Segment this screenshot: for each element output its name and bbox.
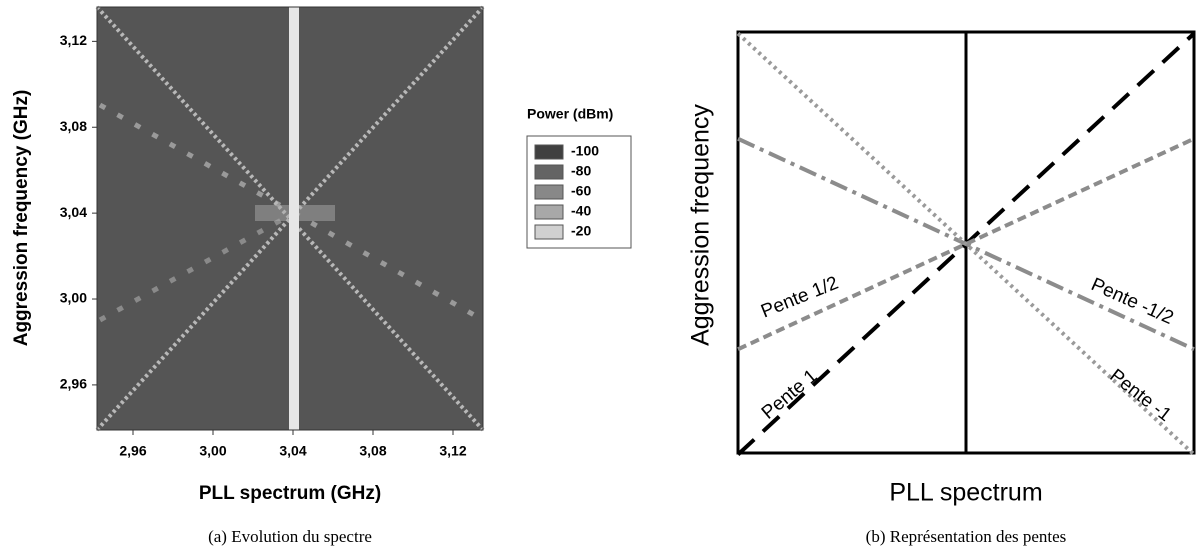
plot-frame	[96, 6, 484, 431]
slope-label: Pente 1	[758, 366, 822, 424]
y-tick-label: 3,12	[60, 32, 87, 48]
x-tick-label: 3,12	[439, 443, 466, 459]
y-axis-label: Aggression frequency (GHz)	[11, 90, 32, 347]
y-tick-label: 3,04	[60, 204, 87, 220]
slope-label: Pente -1	[1106, 365, 1176, 426]
legend-label: -80	[571, 163, 591, 179]
carrier	[289, 7, 299, 430]
y-axis-label: Aggression frequency	[687, 104, 715, 346]
caption: (b) Représentation des pentes	[866, 527, 1067, 546]
x-tick-label: 3,08	[359, 443, 386, 459]
legend-label: -100	[571, 143, 599, 159]
caption: (a) Evolution du spectre	[208, 527, 372, 546]
slope-line	[736, 32, 1196, 456]
legend-swatch	[534, 204, 564, 220]
spur	[98, 102, 296, 216]
legend-swatch	[534, 144, 564, 160]
x-axis-label: PLL spectrum (GHz)	[199, 483, 381, 504]
y-tick-label: 2,96	[60, 376, 87, 392]
spectrum-image	[95, 5, 485, 432]
spur	[98, 210, 296, 323]
x-tick-label: 3,04	[279, 443, 306, 459]
y-tick-label: 3,08	[60, 118, 87, 134]
spur	[292, 210, 485, 323]
legend-label: -20	[571, 223, 591, 239]
legend-label: -40	[571, 203, 591, 219]
x-tick-label: 3,00	[199, 443, 226, 459]
x-axis-label: PLL spectrum	[889, 479, 1042, 507]
y-tick-label: 3,00	[60, 290, 87, 306]
legend-swatch	[534, 224, 564, 240]
slope-label: Pente 1/2	[758, 273, 841, 323]
legend-label: -60	[571, 183, 591, 199]
legend-swatch	[534, 164, 564, 180]
x-tick-label: 2,96	[119, 443, 146, 459]
legend-title: Power (dBm)	[527, 106, 613, 122]
legend-swatch	[534, 184, 564, 200]
